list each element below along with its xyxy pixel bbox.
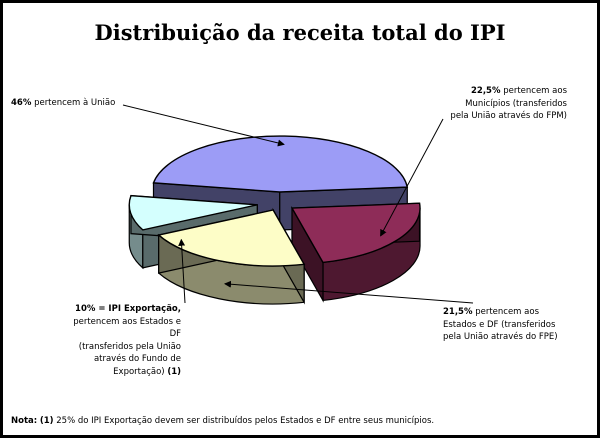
slice-label-exportacao: 10% = IPI Exportação, pertencem aos Esta… — [73, 303, 181, 378]
slice-estados-top — [157, 209, 306, 267]
slice-label-municipios: 22,5% pertencem aos Municípios (transfer… — [450, 85, 567, 123]
slice-line-exportacao-1: pertencem aos Estados e DF — [73, 316, 181, 340]
slice-value-municipios: 22,5% — [471, 86, 501, 96]
slice-label-estados: 21,5% pertencem aos Estados e DF (transf… — [443, 306, 558, 344]
pie-chart — [122, 104, 474, 305]
slice-value-estados: 21,5% — [443, 307, 473, 317]
slice-text-municipios: pertencem aos — [503, 86, 567, 96]
slice-uniao-top — [152, 135, 409, 193]
leader-exportacao — [178, 238, 186, 304]
slice-municipios-top — [290, 202, 421, 264]
leader-uniao — [122, 104, 285, 147]
chart-note: Nota: (1) 25% do IPI Exportação devem se… — [11, 416, 434, 426]
slice-line-estados-1: Estados e DF (transferidos — [443, 319, 556, 330]
leader-municipios — [380, 118, 444, 237]
note-label: Nota: — [11, 416, 38, 426]
slice-line-exportacao-3: através do Fundo de — [93, 354, 181, 364]
slice-municipios — [290, 202, 421, 303]
note-ref: (1) — [39, 416, 54, 426]
slice-line-exportacao-2: (transferidos pela União — [78, 341, 181, 352]
slice-value-exportacao: 10% = IPI Exportação, — [75, 304, 181, 314]
chart-title: Distribuição da receita total do IPI — [94, 20, 506, 45]
leader-estados — [224, 280, 474, 304]
slice-line-estados-2: pela União através do FPE) — [443, 332, 558, 342]
slice-line-municipios-2: pela União através do FPM) — [450, 111, 567, 121]
slice-label-uniao: 46% pertencem à União — [11, 97, 115, 110]
slice-line-municipios-1: Municípios (transferidos — [465, 98, 567, 109]
slice-text-uniao: pertencem à União — [34, 98, 116, 108]
note-text: 25% do IPI Exportação devem ser distribu… — [56, 416, 435, 426]
slice-line-exportacao-4: Exportação) — [113, 366, 165, 377]
slice-exportacao-top — [128, 194, 258, 231]
slice-value-uniao: 46% — [11, 98, 32, 108]
slice-text-estados: pertencem aos — [475, 307, 539, 317]
slice-footnote-ref: (1) — [167, 366, 181, 377]
